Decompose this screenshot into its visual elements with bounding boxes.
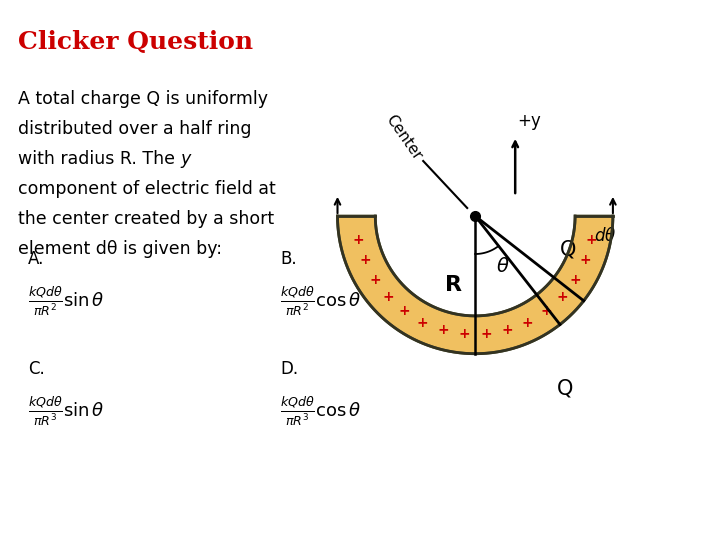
Text: A.: A. bbox=[28, 250, 45, 268]
Text: D.: D. bbox=[280, 360, 298, 378]
Text: +: + bbox=[502, 323, 513, 338]
Text: +: + bbox=[586, 233, 598, 247]
Text: y: y bbox=[180, 150, 190, 168]
Text: $\frac{kQd\theta}{\pi R^3}\sin\theta$: $\frac{kQd\theta}{\pi R^3}\sin\theta$ bbox=[28, 395, 104, 428]
Text: B.: B. bbox=[280, 250, 297, 268]
Text: +: + bbox=[398, 305, 410, 318]
Text: with radius R. The: with radius R. The bbox=[18, 150, 181, 168]
Text: $\frac{kQd\theta}{\pi R^2}\sin\theta$: $\frac{kQd\theta}{\pi R^2}\sin\theta$ bbox=[28, 285, 104, 318]
Text: +: + bbox=[437, 323, 449, 338]
Text: +: + bbox=[459, 327, 470, 341]
Text: +: + bbox=[417, 315, 428, 329]
Text: +: + bbox=[540, 305, 552, 318]
Text: C.: C. bbox=[28, 360, 45, 378]
Text: +: + bbox=[369, 273, 381, 287]
Text: +: + bbox=[522, 315, 534, 329]
Text: +: + bbox=[359, 253, 371, 267]
Text: +: + bbox=[557, 290, 568, 304]
Text: $d\theta$: $d\theta$ bbox=[594, 227, 616, 245]
Text: component of electric field at: component of electric field at bbox=[18, 180, 276, 198]
Text: Q: Q bbox=[557, 379, 573, 399]
Text: A total charge Q is uniformly: A total charge Q is uniformly bbox=[18, 90, 268, 108]
Text: +: + bbox=[382, 290, 394, 304]
Text: +: + bbox=[570, 273, 581, 287]
Text: distributed over a half ring: distributed over a half ring bbox=[18, 120, 251, 138]
Text: Clicker Question: Clicker Question bbox=[18, 30, 253, 54]
Text: +: + bbox=[580, 253, 591, 267]
Text: Q: Q bbox=[560, 240, 577, 260]
Text: +: + bbox=[353, 233, 364, 247]
Text: $\frac{kQd\theta}{\pi R^2}\cos\theta$: $\frac{kQd\theta}{\pi R^2}\cos\theta$ bbox=[280, 285, 361, 318]
Polygon shape bbox=[338, 216, 613, 354]
Text: $\theta$: $\theta$ bbox=[496, 256, 510, 275]
Text: +y: +y bbox=[517, 112, 541, 130]
Text: Center: Center bbox=[382, 112, 424, 164]
Text: R: R bbox=[445, 275, 462, 295]
Text: the center created by a short: the center created by a short bbox=[18, 210, 274, 228]
Text: $\frac{kQd\theta}{\pi R^3}\cos\theta$: $\frac{kQd\theta}{\pi R^3}\cos\theta$ bbox=[280, 395, 361, 428]
Text: +: + bbox=[480, 327, 492, 341]
Text: element dθ is given by:: element dθ is given by: bbox=[18, 240, 222, 258]
